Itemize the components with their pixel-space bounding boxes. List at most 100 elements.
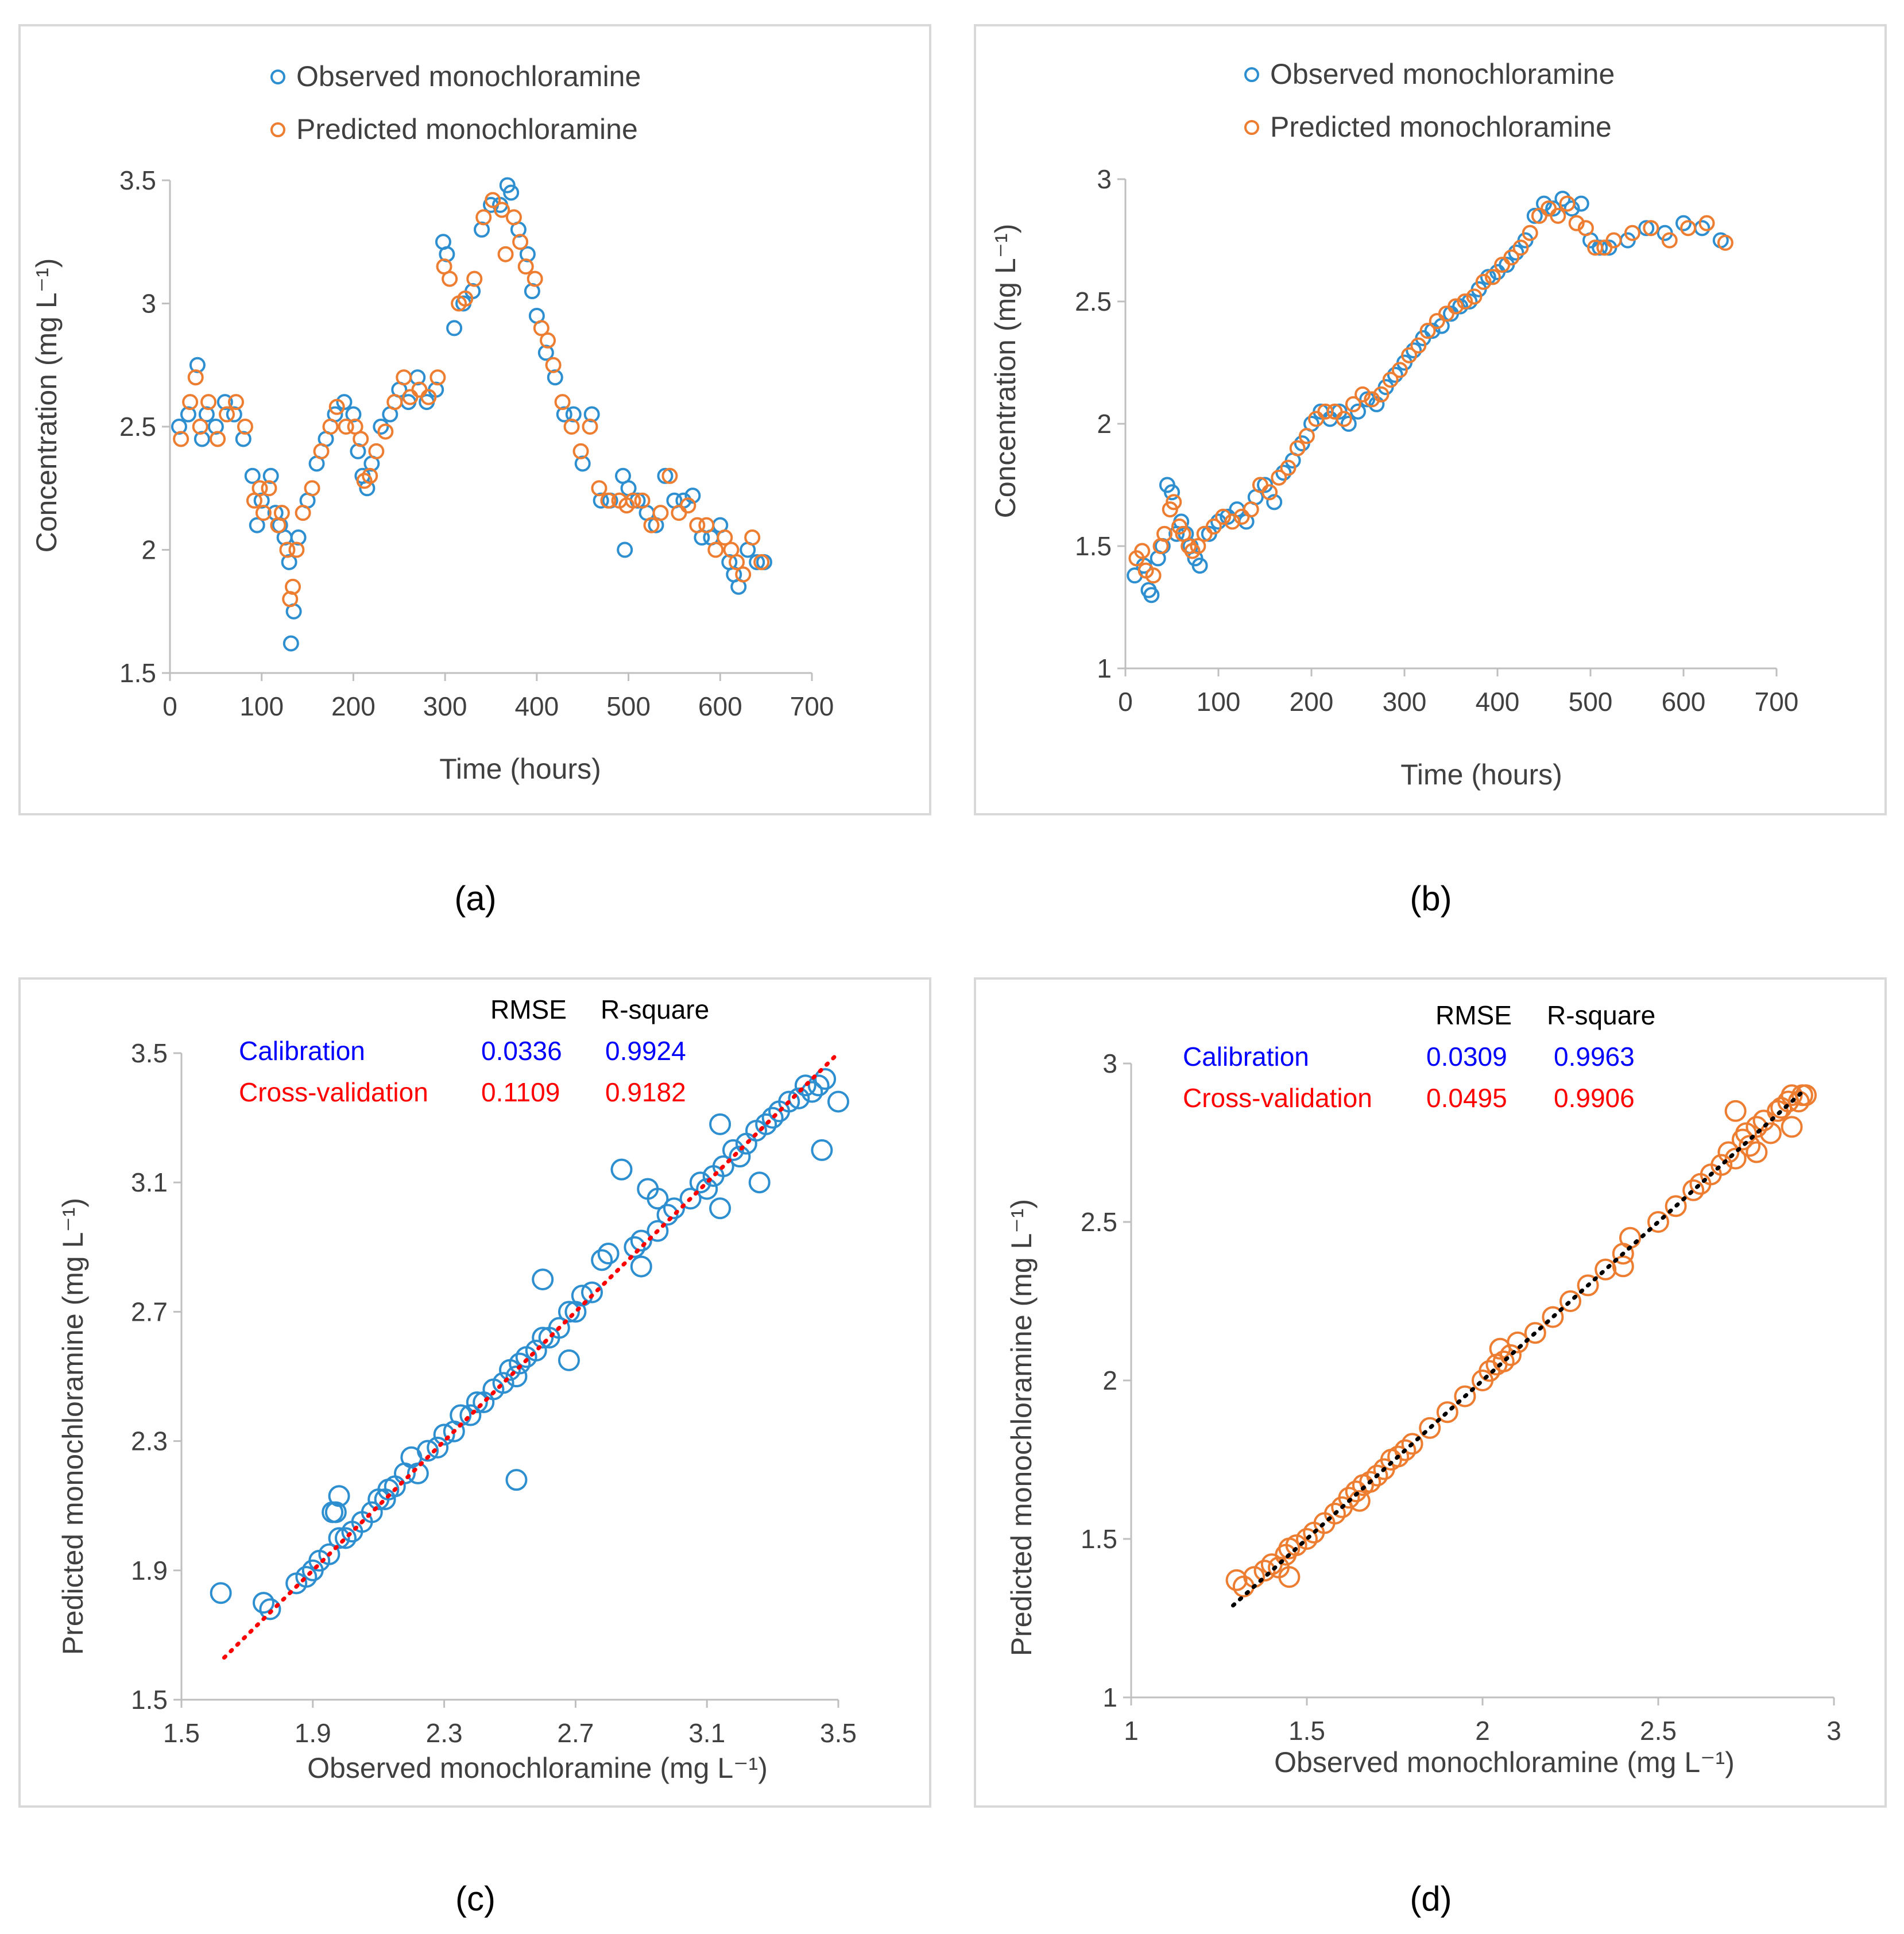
data-point [1278,1566,1301,1588]
data-point [1243,501,1259,518]
chart-d-plot: 1 1.5 2 2.5 3 1 1.5 2 2.5 3 [1081,1049,1841,1746]
data-point [1419,323,1436,339]
stats-calibration-label: Calibration [239,1036,365,1066]
data-point [1359,391,1376,408]
data-point [1205,518,1222,535]
data-point [1605,232,1622,249]
x-tick-label: 2.5 [1640,1716,1677,1746]
y-axis-title: Predicted monochloramine (mg L⁻¹) [57,1198,89,1655]
data-point [1191,558,1208,574]
data-point [1643,220,1659,237]
data-point [748,1171,771,1194]
chart-b-plot: 1 1.5 2 2.5 3 0 100 200 300 400 500 600 700 [1075,164,1798,717]
data-point [722,1139,744,1161]
data-point [285,578,301,595]
data-point [475,209,492,226]
chart-c-stats-table: RMSE R-square Calibration 0.0336 0.9924 … [239,995,709,1107]
data-point [1225,1569,1248,1591]
data-point [446,320,463,336]
data-point [582,419,598,435]
x-tick-label: 100 [1197,687,1241,717]
data-point [251,480,268,497]
data-point [1550,207,1566,224]
data-point [663,1197,685,1220]
data-point [373,419,389,435]
data-point [207,419,224,435]
chart-b-svg: 1 1.5 2 2.5 3 0 100 200 300 400 500 600 700 Observed… [989,58,1798,791]
stats-crossval-rmse: 0.1109 [481,1077,560,1107]
data-point [282,635,299,652]
data-point [295,1566,318,1588]
data-point [1224,513,1241,530]
data-point [527,270,543,287]
x-tick-label: 500 [606,691,651,721]
data-point [1499,1344,1522,1366]
data-point [1215,508,1232,525]
data-point [1457,293,1473,310]
data-point [1638,220,1655,237]
y-tick-label: 2.5 [1081,1207,1117,1237]
data-point [1489,1337,1511,1360]
data-point [249,517,265,533]
data-point [617,541,633,558]
data-point [466,1391,488,1414]
data-point [656,1204,679,1226]
data-point [1508,244,1524,261]
data-point [1724,1100,1747,1122]
data-point [1391,362,1408,378]
data-point [318,1543,340,1565]
data-point [761,1107,784,1129]
data-point [696,1178,718,1200]
data-point [1526,207,1543,224]
caption-b: (b) [1410,879,1452,918]
data-point [1410,337,1427,354]
stats-calibration-rmse: 0.0336 [481,1036,562,1066]
data-point [505,209,522,226]
data-point [226,406,242,423]
legend-observed-marker-icon [270,69,285,84]
data-point [634,492,651,509]
data-point [497,246,514,262]
data-point [237,419,253,435]
data-point [368,443,385,459]
data-point [684,488,701,504]
x-tick-label: 1.9 [295,1718,331,1748]
data-point [680,497,696,514]
data-point [558,1301,580,1323]
data-point [1595,1258,1617,1281]
data-point [581,1281,603,1303]
y-tick-label: 3.5 [119,165,156,195]
data-point [1190,538,1206,554]
data-point [593,492,609,509]
legend-observed-label: Observed monochloramine [1270,58,1615,90]
y-tick-label: 1.5 [1075,531,1112,561]
data-point [1364,391,1380,408]
data-point [1675,215,1692,231]
x-tick-label: 0 [1118,687,1133,717]
x-tick-label: 500 [1569,687,1613,717]
data-point [353,431,369,447]
data-point [457,290,474,307]
data-point [532,1268,554,1291]
data-point [1781,1116,1803,1138]
data-point [1275,465,1292,481]
data-point [499,177,516,194]
data-point [210,431,226,447]
data-point [417,1440,439,1462]
data-point [1577,1274,1599,1297]
x-tick-label: 2 [1475,1716,1490,1746]
data-point [537,345,554,361]
legend-predicted-label: Predicted monochloramine [1270,111,1612,143]
data-point [290,529,307,546]
stats-calibration-label: Calibration [1183,1042,1309,1072]
data-point [1717,234,1733,251]
data-point [1336,411,1352,427]
data-point [1559,1290,1581,1312]
y-tick-label: 1 [1097,653,1112,683]
data-point [525,1339,547,1361]
legend-predicted-marker-icon [1244,120,1259,135]
data-point [1475,273,1492,290]
data-point [503,184,520,201]
data-point [661,467,678,484]
data-point [1454,1385,1476,1407]
